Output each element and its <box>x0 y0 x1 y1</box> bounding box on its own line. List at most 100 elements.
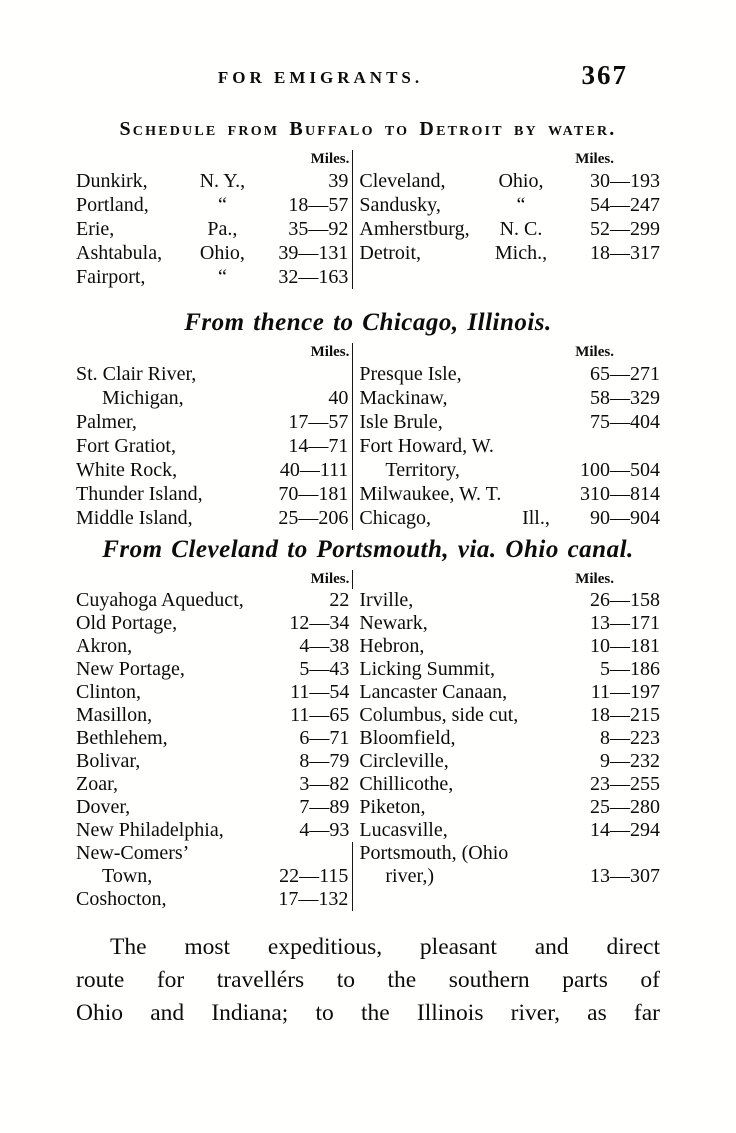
miles-value: 14—71 <box>288 435 349 457</box>
miles-value: 13—307 <box>589 865 660 887</box>
place-name: Bolivar, <box>76 750 141 772</box>
miles-value: 7—89 <box>299 796 350 818</box>
section-schedule-buffalo-detroit: Schedule from Buffalo to Detroit by wate… <box>76 118 660 289</box>
state-abbrev: “ <box>217 266 227 288</box>
miles-value: 14—294 <box>589 819 660 841</box>
row-right-half: Lancaster Canaan, 11—197 <box>353 681 660 704</box>
state-abbrev: N. C. <box>499 218 543 240</box>
row-left-half: Clinton, 11—54 <box>76 681 353 704</box>
place-name: Territory, <box>385 459 460 481</box>
row-right-half: Circleville, 9—232 <box>353 750 660 773</box>
row-right-half: Portsmouth, (Ohio <box>353 842 660 865</box>
row-left-half: Dunkirk, N. Y., 39 <box>76 169 354 193</box>
table-row: Fairport, “ 32—163 <box>76 265 660 289</box>
place-name: Cleveland, <box>359 170 446 192</box>
table-row: Erie, Pa., 35—92 Amherstburg, N. C. 52—299 <box>76 217 660 241</box>
row-right-half: river,) 13—307 <box>353 865 660 888</box>
miles-value: 23—255 <box>589 773 660 795</box>
miles-value: 22 <box>329 589 350 611</box>
miles-header-right: Miles. <box>353 343 660 362</box>
row-left-half: Ashtabula, Ohio, 39—131 <box>76 241 354 265</box>
table-row: Zoar, 3—82 Chillicothe, 23—255 <box>76 773 660 796</box>
place-name: Columbus, side cut, <box>359 704 519 726</box>
table-row: Masillon, 11—65 Columbus, side cut, 18—215 <box>76 704 660 727</box>
table-row: Bethlehem, 6—71 Bloomfield, 8—223 <box>76 727 660 750</box>
miles-header-right: Miles. <box>353 150 660 169</box>
row-left-half: Masillon, 11—65 <box>76 704 353 727</box>
section-thence-to-chicago: From thence to Chicago, Illinois. Miles.… <box>76 309 660 530</box>
state-abbrev: Ohio, <box>199 242 245 264</box>
row-left-half: Fairport, “ 32—163 <box>76 265 354 289</box>
row-right-half: Columbus, side cut, 18—215 <box>353 704 660 727</box>
state-abbrev: Mich., <box>494 242 548 264</box>
place-name: Amherstburg, <box>359 218 470 240</box>
row-right-half: Milwaukee, W. T. 310—814 <box>353 482 660 506</box>
place-name: New Philadelphia, <box>76 819 224 841</box>
miles-value: 17—57 <box>288 411 349 433</box>
table-row: Coshocton, 17—132 <box>76 888 660 911</box>
paragraph-line: Ohio and Indiana; to the Illinois river,… <box>76 1000 660 1026</box>
miles-value: 40—111 <box>279 459 349 481</box>
place-name: White Rock, <box>76 459 178 481</box>
place-name: Lancaster Canaan, <box>359 681 508 703</box>
table-row: New Portage, 5—43 Licking Summit, 5—186 <box>76 658 660 681</box>
place-name: Zoar, <box>76 773 118 795</box>
place-name: Portland, <box>76 194 149 216</box>
paragraph-line: route for travellérs to the southern par… <box>76 967 660 993</box>
miles-value: 65—271 <box>589 363 660 385</box>
miles-value: 12—34 <box>289 612 350 634</box>
miles-value: 75—404 <box>589 411 660 433</box>
row-left-half: St. Clair River, <box>76 362 354 386</box>
place-name: Bloomfield, <box>359 727 456 749</box>
place-name: Hebron, <box>359 635 425 657</box>
row-right-half <box>353 265 660 289</box>
miles-value: 26—158 <box>589 589 660 611</box>
place-name: Cuyahoga Aqueduct, <box>76 589 244 611</box>
place-name: Erie, <box>76 218 115 240</box>
miles-value: 22—115 <box>279 865 349 887</box>
table-row: New Philadelphia, 4—93 Lucasville, 14—294 <box>76 819 660 842</box>
place-name: Coshocton, <box>76 888 167 910</box>
miles-header-left: Miles. <box>76 343 354 362</box>
place-name: Mackinaw, <box>359 387 448 409</box>
table-row: Akron, 4—38 Hebron, 10—181 <box>76 635 660 658</box>
row-right-half: Piketon, 25—280 <box>353 796 660 819</box>
row-right-half: Irville, 26—158 <box>353 589 660 612</box>
miles-label: Miles. <box>575 571 614 587</box>
table-row: Old Portage, 12—34 Newark, 13—171 <box>76 612 660 635</box>
table-row: New-Comers’ Portsmouth, (Ohio <box>76 842 660 865</box>
miles-value: 5—43 <box>299 658 350 680</box>
table-row: Town, 22—115 river,) 13—307 <box>76 865 660 888</box>
miles-value: 58—329 <box>589 387 660 409</box>
row-left-half: Middle Island, 25—206 <box>76 506 354 530</box>
miles-label: Miles. <box>310 151 350 167</box>
row-right-half: Detroit, Mich., 18—317 <box>353 241 660 265</box>
place-name: Old Portage, <box>76 612 178 634</box>
row-left-half: White Rock, 40—111 <box>76 458 354 482</box>
row-right-half: Territory, 100—504 <box>353 458 660 482</box>
miles-value: 17—132 <box>278 888 349 910</box>
table-row: Portland, “ 18—57 Sandusky, “ 54—247 <box>76 193 660 217</box>
miles-value: 11—197 <box>590 681 660 703</box>
row-left-half: Portland, “ 18—57 <box>76 193 354 217</box>
place-name: Middle Island, <box>76 507 193 529</box>
miles-header-left: Miles. <box>76 570 354 589</box>
place-name: Dover, <box>76 796 131 818</box>
place-name: New Portage, <box>76 658 185 680</box>
miles-value: 4—93 <box>299 819 350 841</box>
running-title: FOR EMIGRANTS. <box>217 68 424 87</box>
row-left-half: Palmer, 17—57 <box>76 410 354 434</box>
section-title: From thence to Chicago, Illinois. <box>184 309 552 336</box>
place-name: Bethlehem, <box>76 727 168 749</box>
section-cleveland-to-portsmouth: From Cleveland to Portsmouth, via. Ohio … <box>76 536 660 911</box>
paragraph-line: The most expeditious, pleasant and direc… <box>110 934 660 960</box>
row-left-half: Town, 22—115 <box>76 865 354 888</box>
place-name: Licking Summit, <box>359 658 495 680</box>
miles-value: 70—181 <box>278 483 349 505</box>
place-name: New-Comers’ <box>76 842 190 864</box>
distance-table: Cuyahoga Aqueduct, 22 Irville, 26—158 Old Po… <box>76 589 660 911</box>
place-name: Thunder Island, <box>76 483 203 505</box>
miles-header-left: Miles. <box>76 150 354 169</box>
miles-value: 4—38 <box>299 635 350 657</box>
